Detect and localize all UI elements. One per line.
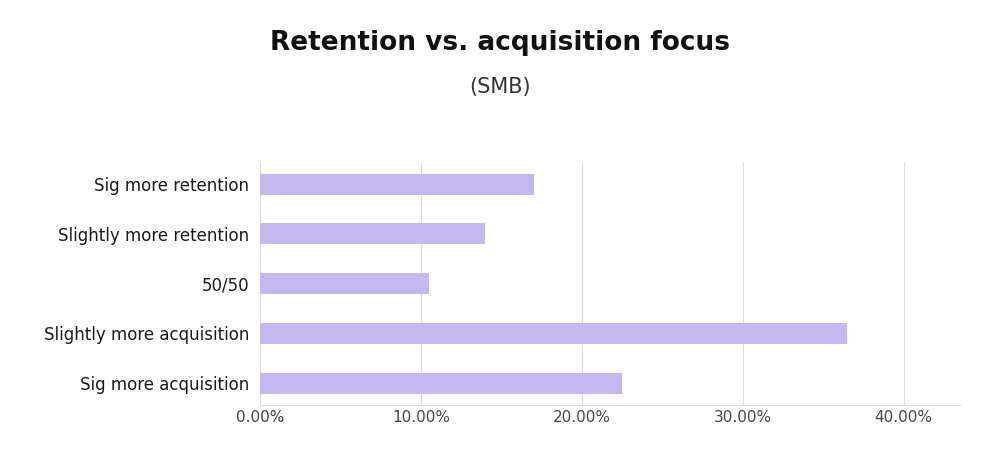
Text: Retention vs. acquisition focus: Retention vs. acquisition focus [270, 30, 730, 56]
Bar [260, 372, 622, 393]
Bar [260, 224, 485, 245]
Bar [260, 273, 429, 294]
Text: (SMB): (SMB) [469, 77, 531, 97]
Bar [260, 174, 534, 195]
Bar [260, 323, 847, 344]
